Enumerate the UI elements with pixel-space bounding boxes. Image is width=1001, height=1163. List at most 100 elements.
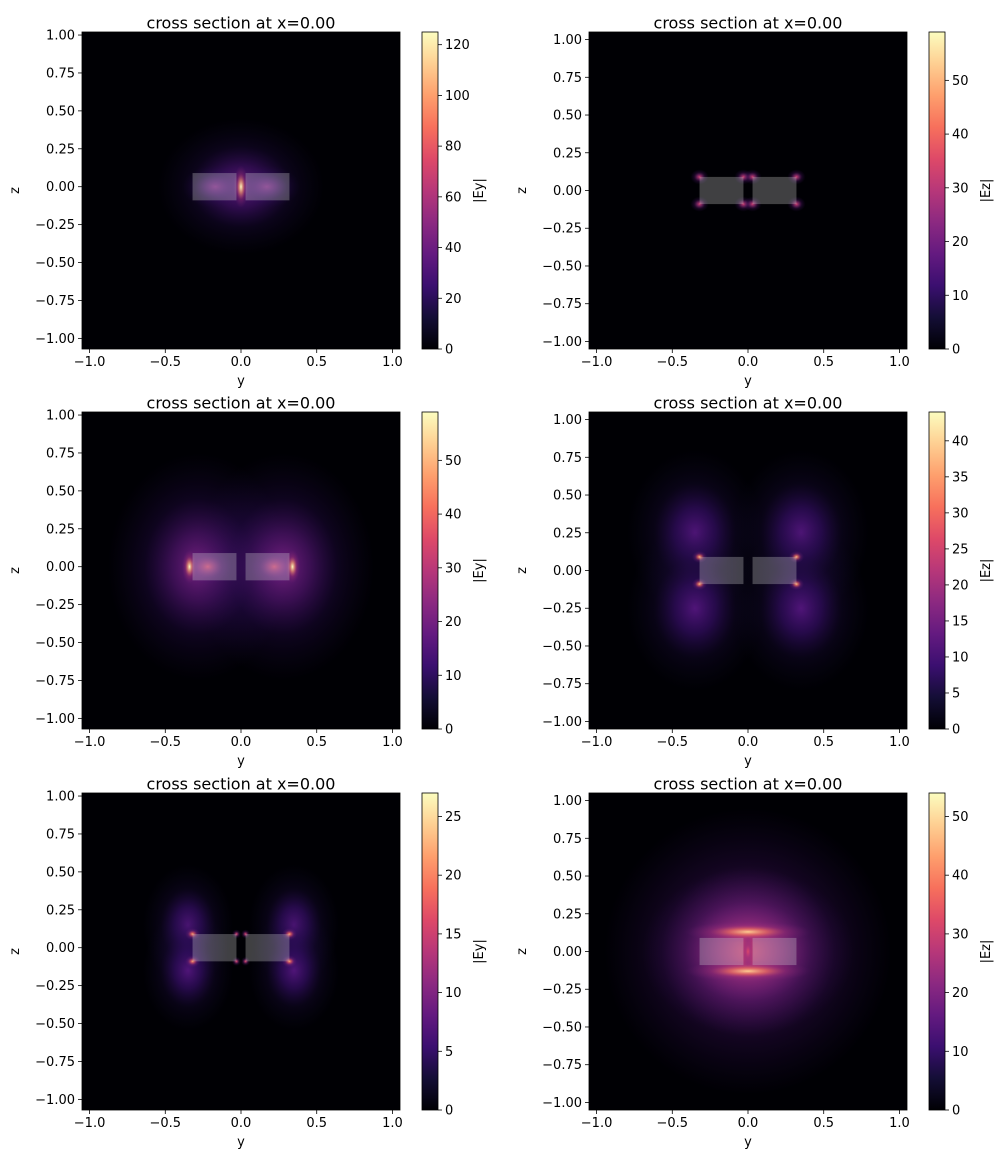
y-tick-label: −1.00	[542, 335, 582, 350]
y-tick-label: 1.00	[46, 790, 75, 805]
y-tick-label: 1.00	[553, 33, 582, 48]
y-tick-label: 0.25	[46, 522, 75, 537]
x-tick-label: 0.0	[231, 735, 252, 750]
colorbar-tick-label: 50	[952, 74, 969, 89]
colorbar-tick-label: 20	[952, 986, 969, 1001]
colorbar-tick-label: 0	[445, 723, 453, 738]
y-tick-label: 0.25	[553, 907, 582, 922]
colorbar-tick-label: 25	[445, 810, 462, 825]
y-tick-label: −0.75	[35, 1055, 75, 1070]
colorbar-tick-label: 20	[952, 235, 969, 250]
y-tick-label: −0.50	[542, 1020, 582, 1035]
colorbar	[421, 411, 439, 730]
y-tick-label: −1.00	[542, 715, 582, 730]
colorbar-tick-label: 40	[952, 434, 969, 449]
field-lobe	[281, 955, 298, 968]
waveguide-1	[699, 937, 744, 966]
x-tick-label: 0.0	[231, 1116, 252, 1131]
x-tick-label: −0.5	[656, 1116, 688, 1131]
y-tick-label: 0.00	[46, 941, 75, 956]
colorbar-tick-label: 0	[952, 343, 960, 358]
subplot-4: cross section at x=0.00 −1.0 −0.5 0.0 0.5 1.0…	[515, 394, 994, 770]
y-tick-label: 0.50	[46, 865, 75, 880]
y-tick-label: 0.50	[46, 484, 75, 499]
waveguide-1	[699, 556, 744, 585]
x-tick-label: 0.5	[813, 735, 834, 750]
subplot-title: cross section at x=0.00	[654, 394, 843, 413]
field-lobe	[684, 960, 812, 982]
y-tick-label: −0.25	[35, 979, 75, 994]
colorbar	[928, 792, 946, 1111]
x-tick-label: −0.5	[656, 355, 688, 370]
y-axis-label: z	[515, 948, 530, 955]
x-tick-label: 1.0	[382, 1116, 403, 1131]
y-tick-label: −0.50	[35, 636, 75, 651]
y-tick-label: 0.50	[553, 489, 582, 504]
field-map	[589, 32, 907, 349]
x-tick-label: 1.0	[382, 735, 403, 750]
waveguide-1	[192, 553, 237, 581]
waveguide-1	[192, 173, 237, 201]
x-tick-label: 0.5	[306, 735, 327, 750]
x-tick-label: −0.5	[149, 355, 181, 370]
colorbar-tick-label: 0	[952, 723, 960, 738]
y-tick-label: 0.75	[46, 66, 75, 81]
field-lobe	[741, 936, 755, 967]
y-tick-label: 0.75	[46, 446, 75, 461]
waveguide-1	[192, 934, 237, 962]
field-lobe	[788, 550, 805, 563]
y-tick-label: 1.00	[553, 794, 582, 809]
subplot-title: cross section at x=0.00	[147, 14, 336, 33]
field-lobe	[241, 929, 251, 939]
y-tick-label: 0.75	[553, 71, 582, 86]
subplot-title: cross section at x=0.00	[654, 14, 843, 33]
x-tick-label: −1.0	[581, 355, 613, 370]
field-map	[82, 412, 400, 729]
field-lobe	[787, 169, 806, 185]
y-tick-label: 0.00	[553, 564, 582, 579]
colorbar-label: |Ey|	[472, 178, 487, 203]
x-tick-label: 0.5	[306, 1116, 327, 1131]
y-tick-label: −0.25	[542, 222, 582, 237]
x-axis-label: y	[744, 754, 752, 769]
x-tick-label: −1.0	[581, 735, 613, 750]
field-lobe	[690, 169, 709, 185]
field-lobe	[231, 929, 241, 939]
y-tick-label: −0.75	[542, 677, 582, 692]
y-tick-label: −0.25	[35, 598, 75, 613]
colorbar-tick-label: 40	[445, 241, 462, 256]
y-tick-label: 1.00	[46, 29, 75, 44]
field-lobe	[743, 196, 762, 212]
waveguide-2	[245, 173, 290, 201]
x-tick-label: 0.0	[738, 735, 759, 750]
field-lobe	[248, 909, 340, 1032]
x-axis-label: y	[237, 754, 245, 769]
subplot-5: cross section at x=0.00 −1.0 −0.5 0.0 0.5 1.0…	[8, 775, 487, 1151]
colorbar-tick-label: 30	[952, 506, 969, 521]
colorbar-tick-label: 10	[952, 289, 969, 304]
colorbar-label: |Ez|	[979, 559, 994, 583]
colorbar-label: |Ez|	[979, 179, 994, 203]
y-axis-label: z	[515, 187, 530, 194]
x-axis-label: y	[744, 374, 752, 389]
y-tick-label: 0.50	[553, 870, 582, 885]
x-tick-label: 1.0	[889, 735, 910, 750]
y-tick-label: −1.00	[35, 332, 75, 347]
x-tick-label: 0.5	[306, 355, 327, 370]
colorbar-tick-label: 40	[952, 128, 969, 143]
colorbar-tick-label: 5	[952, 686, 960, 701]
field-lobe	[690, 196, 709, 212]
colorbar-label: |Ey|	[472, 939, 487, 964]
y-tick-label: −0.75	[35, 294, 75, 309]
colorbar-tick-label: 15	[952, 614, 969, 629]
y-tick-label: −1.00	[542, 1096, 582, 1111]
colorbar-tick-label: 30	[445, 561, 462, 576]
y-tick-label: −1.00	[35, 712, 75, 727]
x-tick-label: 0.0	[738, 355, 759, 370]
y-tick-label: −0.50	[542, 639, 582, 654]
colorbar-tick-label: 40	[952, 869, 969, 884]
field-background	[589, 32, 907, 349]
colorbar-tick-label: 50	[952, 810, 969, 825]
subplot-1: cross section at x=0.00 −1.0 −0.5 0.0 0.5 1.0…	[8, 14, 487, 390]
